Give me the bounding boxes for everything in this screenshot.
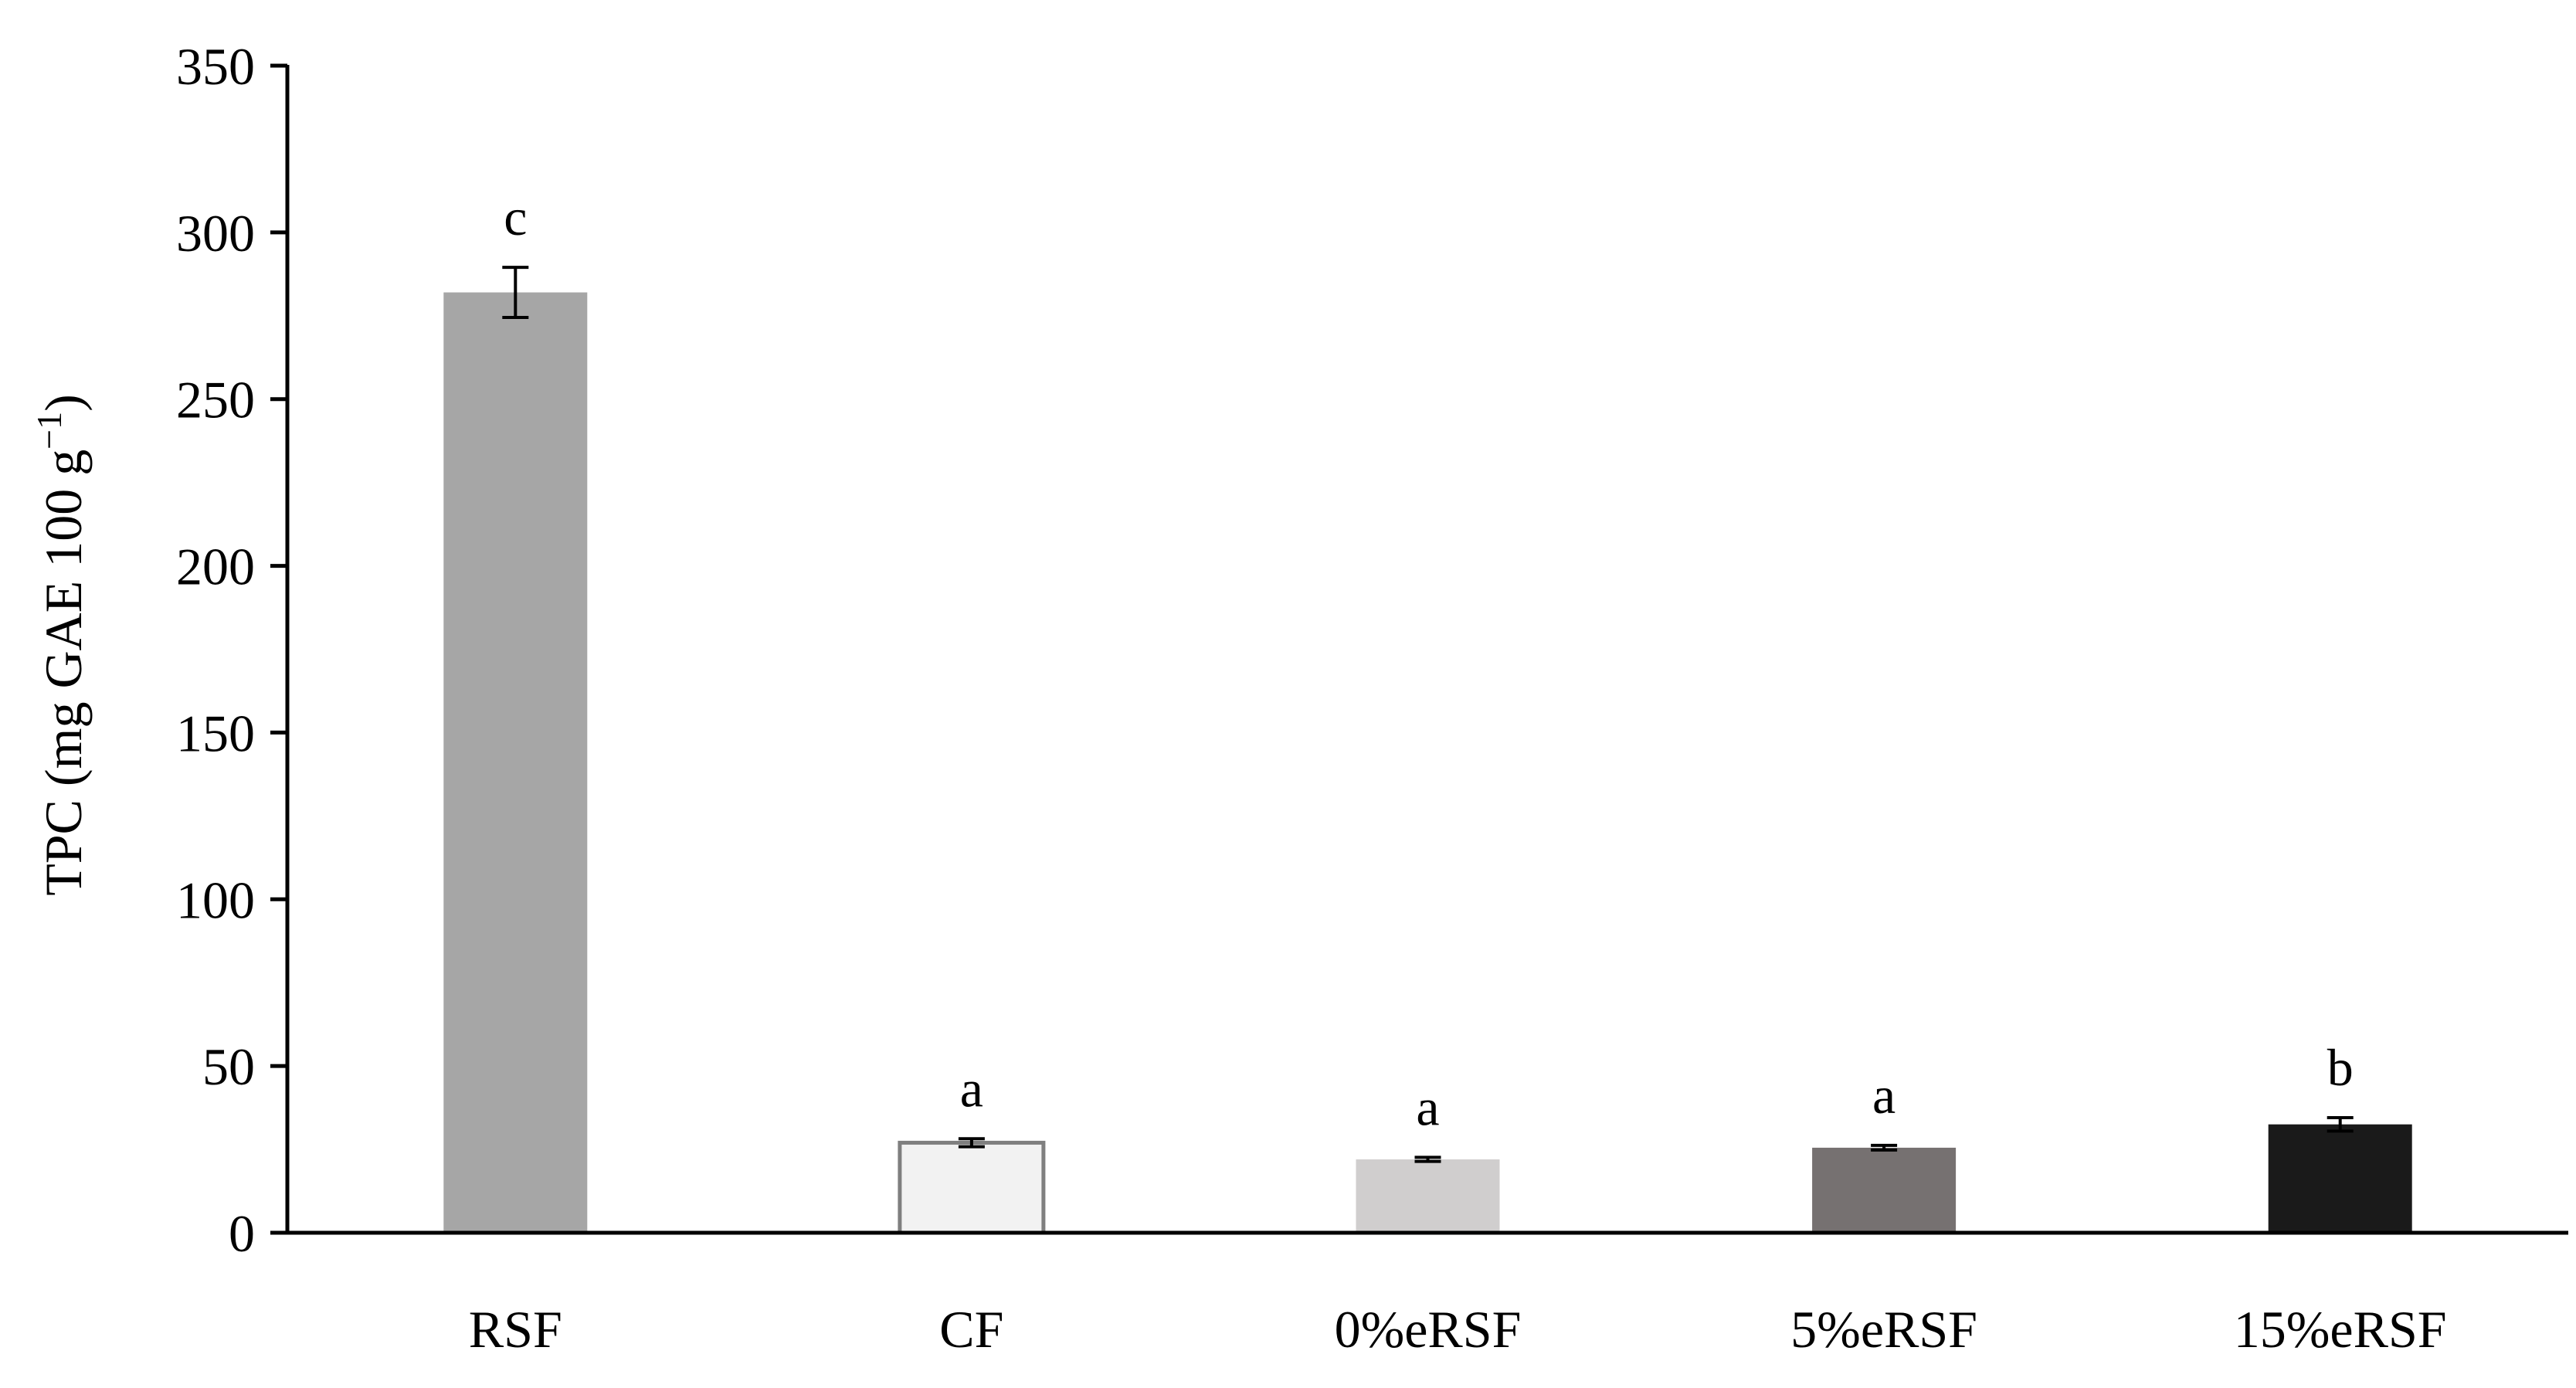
y-tick-label: 300 <box>176 204 255 263</box>
y-tick-label: 0 <box>229 1204 255 1263</box>
x-tick-label: 15%eRSF <box>2234 1300 2447 1359</box>
y-tick-label: 200 <box>176 538 255 596</box>
significance-letter: a <box>1416 1077 1439 1136</box>
y-tick-label: 150 <box>176 704 255 762</box>
y-tick-label: 350 <box>176 37 255 96</box>
y-tick-label: 50 <box>202 1037 255 1096</box>
y-axis-label-superscript: −1 <box>29 412 69 450</box>
y-axis-label: TPC (mg GAE 100 g−1) <box>29 394 93 896</box>
x-axis: RSF CF 0%eRSF 5%eRSF 15%eRSF <box>286 1230 2568 1359</box>
bar-15%eRSF <box>2268 1124 2412 1233</box>
significance-letter: c <box>504 188 527 246</box>
bar-0%eRSF <box>1356 1159 1500 1233</box>
bar-RSF <box>443 292 588 1234</box>
x-tick-label: 5%eRSF <box>1790 1300 1977 1359</box>
y-axis-label-main: TPC (mg GAE 100 g <box>34 450 93 896</box>
significance-letter: a <box>1872 1066 1896 1125</box>
x-tick-label: RSF <box>469 1300 562 1359</box>
y-axis: 0 50 100 150 200 250 300 350 <box>176 37 290 1263</box>
bars <box>443 292 2412 1235</box>
x-tick-label: 0%eRSF <box>1335 1300 1522 1359</box>
y-tick-label: 100 <box>176 870 255 929</box>
significance-letter: b <box>2327 1038 2354 1097</box>
significance-letter: a <box>960 1059 983 1118</box>
bar-5%eRSF <box>1812 1147 1957 1233</box>
bar-CF <box>898 1140 1046 1235</box>
y-axis-label-close: ) <box>34 394 93 412</box>
y-tick-label: 250 <box>176 371 255 429</box>
significance-letters: c a a a b <box>504 188 2353 1136</box>
x-tick-label: CF <box>939 1300 1003 1359</box>
error-bars <box>502 266 2354 1163</box>
